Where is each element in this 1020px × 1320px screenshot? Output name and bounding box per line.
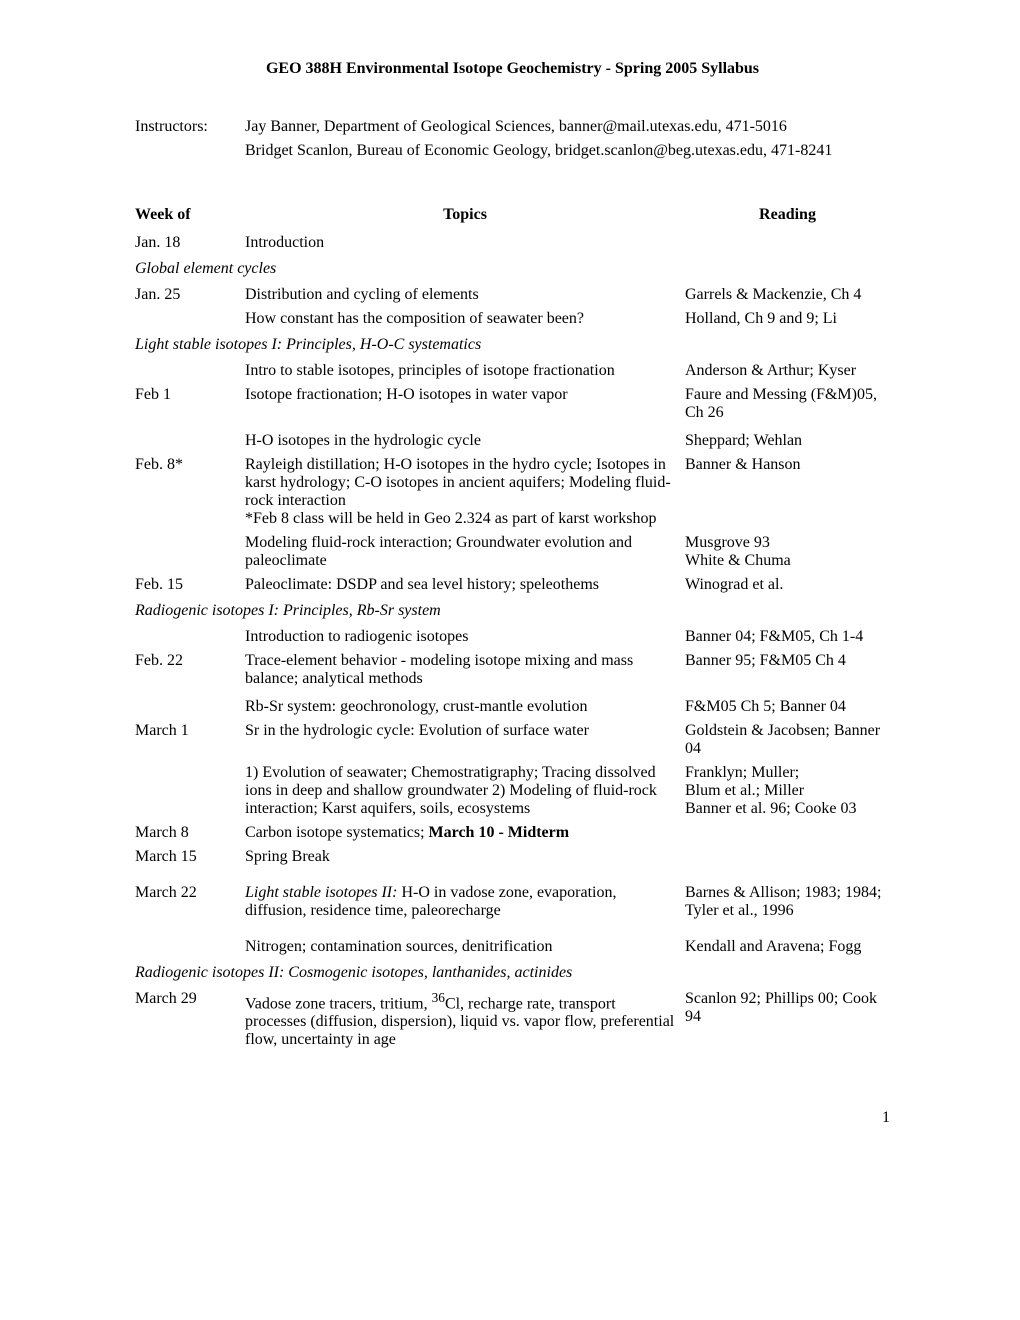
midterm-label: March 10 - Midterm [429,824,570,841]
table-row: Feb. 15 Paleoclimate: DSDP and sea level… [135,576,890,594]
table-header: Week of Topics Reading [135,206,890,224]
reading-cell: Franklyn; Muller; Blum et al.; Miller Ba… [685,764,890,818]
topic-cell: Introduction to radiogenic isotopes [245,628,685,646]
reading-cell: Scanlon 92; Phillips 00; Cook 94 [685,990,890,1026]
table-row: 1) Evolution of seawater; Chemostratigra… [135,764,890,818]
week-cell: Jan. 25 [135,286,245,304]
table-row: March 22 Light stable isotopes II: H-O i… [135,884,890,920]
header-reading: Reading [685,206,890,224]
table-row: Rb-Sr system: geochronology, crust-mantl… [135,698,890,716]
section-heading: Light stable isotopes I: Principles, H-O… [135,336,890,354]
header-week: Week of [135,206,245,224]
week-cell: Feb. 8* [135,456,245,474]
reading-cell: Musgrove 93 White & Chuma [685,534,890,570]
reading-cell: Sheppard; Wehlan [685,432,890,450]
reading-cell: Goldstein & Jacobsen; Banner 04 [685,722,890,758]
topic-cell: Distribution and cycling of elements [245,286,685,304]
topic-italic: Light stable isotopes II: [245,884,397,901]
table-row: March 1 Sr in the hydrologic cycle: Evol… [135,722,890,758]
instructors-block: Instructors: Jay Banner, Department of G… [135,118,890,166]
header-topics: Topics [245,206,685,224]
topic-cell: How constant has the composition of seaw… [245,310,685,328]
reading-cell: Banner 95; F&M05 Ch 4 [685,652,890,670]
reading-cell: Anderson & Arthur; Kyser [685,362,890,380]
table-row: Feb. 22 Trace-element behavior - modelin… [135,652,890,688]
section-heading: Radiogenic isotopes I: Principles, Rb-Sr… [135,602,890,620]
reading-cell: F&M05 Ch 5; Banner 04 [685,698,890,716]
table-row: Modeling fluid-rock interaction; Groundw… [135,534,890,570]
week-cell: Feb. 15 [135,576,245,594]
topic-cell: Carbon isotope systematics; March 10 - M… [245,824,685,842]
reading-cell: Banner 04; F&M05, Ch 1-4 [685,628,890,646]
page-title: GEO 388H Environmental Isotope Geochemis… [135,60,890,78]
table-row: March 8 Carbon isotope systematics; Marc… [135,824,890,842]
topic-cell: Introduction [245,234,685,252]
table-row: March 29 Vadose zone tracers, tritium, 3… [135,990,890,1049]
table-row: Jan. 25 Distribution and cycling of elem… [135,286,890,304]
table-row: Feb. 8* Rayleigh distillation; H-O isoto… [135,456,890,528]
week-cell: March 22 [135,884,245,902]
superscript: 36 [432,990,445,1005]
week-cell: March 8 [135,824,245,842]
instructors-names: Jay Banner, Department of Geological Sci… [245,118,890,166]
table-row: Nitrogen; contamination sources, denitri… [135,938,890,956]
topic-cell: Vadose zone tracers, tritium, 36Cl, rech… [245,990,685,1049]
week-cell: March 15 [135,848,245,866]
section-heading: Radiogenic isotopes II: Cosmogenic isoto… [135,964,890,982]
section-heading: Global element cycles [135,260,890,278]
topic-cell: Trace-element behavior - modeling isotop… [245,652,685,688]
week-cell: March 1 [135,722,245,740]
reading-cell: Kendall and Aravena; Fogg [685,938,890,956]
reading-cell: Barnes & Allison; 1983; 1984; Tyler et a… [685,884,890,920]
instructors-label: Instructors: [135,118,245,166]
reading-cell: Garrels & Mackenzie, Ch 4 [685,286,890,304]
topic-cell: 1) Evolution of seawater; Chemostratigra… [245,764,685,818]
page-number: 1 [135,1109,890,1127]
topic-cell: Spring Break [245,848,685,866]
topic-cell: Intro to stable isotopes, principles of … [245,362,685,380]
table-row: March 15 Spring Break [135,848,890,866]
week-cell: March 29 [135,990,245,1008]
instructor-2: Bridget Scanlon, Bureau of Economic Geol… [245,142,890,160]
table-row: H-O isotopes in the hydrologic cycle She… [135,432,890,450]
topic-cell: Nitrogen; contamination sources, denitri… [245,938,685,956]
reading-cell: Faure and Messing (F&M)05, Ch 26 [685,386,890,422]
table-row: Intro to stable isotopes, principles of … [135,362,890,380]
topic-cell: Sr in the hydrologic cycle: Evolution of… [245,722,685,740]
week-cell: Feb 1 [135,386,245,404]
topic-cell: Paleoclimate: DSDP and sea level history… [245,576,685,594]
topic-text: Vadose zone tracers, tritium, [245,995,432,1012]
topic-cell: Modeling fluid-rock interaction; Groundw… [245,534,685,570]
topic-cell: H-O isotopes in the hydrologic cycle [245,432,685,450]
table-row: Feb 1 Isotope fractionation; H-O isotope… [135,386,890,422]
topic-text: Carbon isotope systematics; [245,824,429,841]
reading-cell: Winograd et al. [685,576,890,594]
reading-cell: Holland, Ch 9 and 9; Li [685,310,890,328]
topic-cell: Isotope fractionation; H-O isotopes in w… [245,386,685,404]
topic-cell: Rayleigh distillation; H-O isotopes in t… [245,456,685,528]
reading-cell: Banner & Hanson [685,456,890,474]
table-row: Introduction to radiogenic isotopes Bann… [135,628,890,646]
table-row: How constant has the composition of seaw… [135,310,890,328]
topic-cell: Rb-Sr system: geochronology, crust-mantl… [245,698,685,716]
week-cell: Feb. 22 [135,652,245,670]
table-row: Jan. 18 Introduction [135,234,890,252]
instructor-1: Jay Banner, Department of Geological Sci… [245,118,890,136]
week-cell: Jan. 18 [135,234,245,252]
topic-cell: Light stable isotopes II: H-O in vadose … [245,884,685,920]
